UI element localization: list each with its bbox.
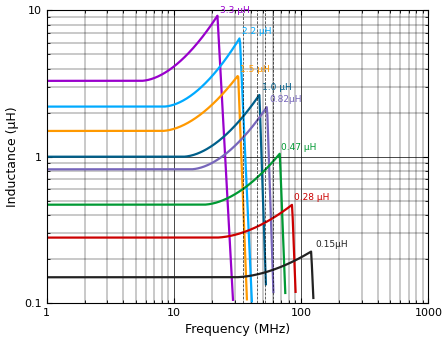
- Text: 1.5 μH: 1.5 μH: [240, 65, 270, 74]
- Text: 0.15μH: 0.15μH: [316, 240, 348, 249]
- Y-axis label: Inductance (μH): Inductance (μH): [5, 106, 18, 207]
- X-axis label: Frequency (MHz): Frequency (MHz): [185, 324, 290, 337]
- Text: 0.47 μH: 0.47 μH: [281, 143, 317, 152]
- Text: 0.28 μH: 0.28 μH: [294, 193, 329, 202]
- Text: 3.3 μH: 3.3 μH: [220, 6, 250, 15]
- Text: 1.0 μH: 1.0 μH: [262, 83, 292, 92]
- Text: 0.82μH: 0.82μH: [269, 95, 302, 104]
- Text: 2.2 μH: 2.2 μH: [241, 27, 271, 36]
